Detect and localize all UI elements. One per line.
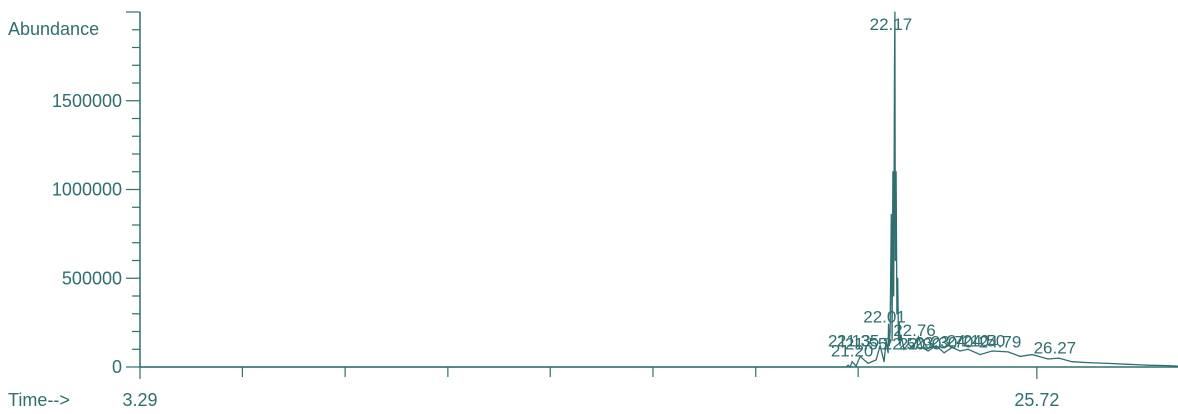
- axes: [139, 12, 1178, 368]
- series-line: [140, 11, 1178, 369]
- data-point: [845, 366, 847, 368]
- data-point: [1071, 361, 1073, 363]
- data-point: [1107, 362, 1109, 365]
- data-point: [896, 313, 898, 315]
- peak-label: 22.90: [899, 334, 942, 353]
- data-point: [1031, 353, 1033, 356]
- data-point: [139, 366, 141, 368]
- peak-label: 21.20: [831, 341, 874, 360]
- peak-label: 26.27: [1034, 339, 1077, 358]
- data-point: [893, 295, 895, 297]
- data-point: [1147, 364, 1149, 366]
- data-point: [859, 355, 861, 357]
- data-point: [892, 171, 894, 173]
- data-point: [875, 359, 877, 361]
- data-point: [894, 11, 896, 13]
- data-point: [879, 345, 881, 347]
- peak-label: 22.76: [893, 321, 936, 340]
- x-ticks: 3.29 25.72: [122, 367, 1059, 410]
- y-axis-title: Abundance: [8, 19, 99, 39]
- data-point: [889, 330, 891, 333]
- data-point: [935, 345, 937, 347]
- data-point: [991, 350, 993, 352]
- data-point: [890, 213, 892, 215]
- y-tick-label: 1500000: [52, 91, 122, 111]
- data-point: [897, 339, 900, 341]
- data-point: [967, 348, 969, 350]
- data-point: [891, 339, 893, 341]
- peak-label: 22.17: [870, 15, 913, 34]
- y-tick-label: 500000: [62, 268, 122, 288]
- data-point: [921, 346, 923, 349]
- data-point: [885, 339, 887, 341]
- data-point: [849, 366, 851, 368]
- peak-label: 21.13: [828, 332, 871, 351]
- data-point: [979, 353, 981, 356]
- data-point: [915, 341, 917, 343]
- data-point: [907, 343, 909, 345]
- data-point: [1007, 351, 1009, 353]
- data-point: [917, 336, 920, 338]
- data-point: [893, 64, 896, 66]
- data-point: [894, 259, 896, 262]
- series-group: [139, 11, 1178, 369]
- data-point: [1019, 355, 1021, 357]
- peak-label: 22.50: [883, 334, 926, 353]
- data-point: [899, 345, 901, 347]
- data-point: [951, 346, 953, 349]
- data-point: [887, 352, 889, 354]
- data-point: [887, 323, 890, 325]
- data-point: [855, 365, 857, 367]
- data-point: [888, 345, 890, 347]
- data-point: [883, 361, 885, 363]
- data-point: [943, 352, 945, 354]
- peak-label: 23.70: [931, 332, 974, 351]
- data-point: [898, 322, 900, 324]
- data-point: [1127, 363, 1129, 365]
- data-point: [903, 348, 905, 350]
- peak-label: 23.30: [915, 333, 958, 352]
- data-point: [959, 350, 961, 352]
- data-point: [897, 277, 899, 279]
- data-point: [851, 361, 853, 363]
- data-point: [900, 334, 902, 336]
- x-tick-label: 25.72: [1014, 390, 1059, 410]
- peak-label: 24.79: [979, 332, 1022, 351]
- data-point: [1058, 357, 1060, 359]
- data-point: [1047, 358, 1049, 360]
- peak-label: 24.50: [963, 332, 1006, 351]
- data-point: [901, 339, 903, 341]
- peak-label: 21.35: [837, 332, 880, 351]
- y-ticks: 0 500000 1000000 1500000: [52, 11, 140, 377]
- data-point: [927, 350, 929, 352]
- data-point: [1087, 361, 1089, 364]
- x-axis-title: Time-->: [8, 390, 70, 410]
- y-tick-label: 0: [112, 357, 122, 377]
- data-point: [847, 364, 849, 366]
- y-tick-label: 1000000: [52, 180, 122, 200]
- peak-label: 24.10: [947, 332, 990, 351]
- peak-label: 22.01: [863, 308, 906, 327]
- data-point: [895, 171, 897, 173]
- data-point: [1167, 364, 1169, 367]
- data-point: [911, 346, 913, 349]
- data-point: [867, 362, 869, 365]
- peak-label: 21.55: [845, 334, 888, 353]
- x-tick-label: 3.29: [122, 390, 157, 410]
